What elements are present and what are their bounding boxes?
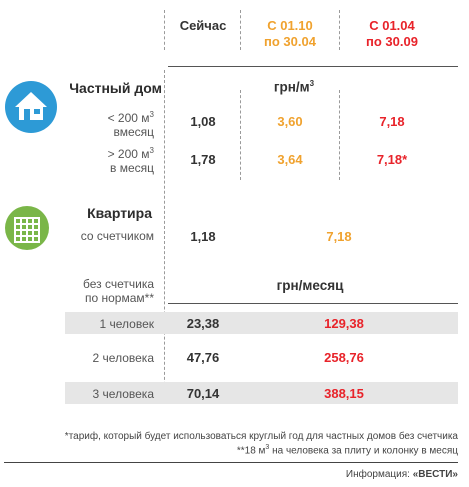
nometer-row3-band: [65, 382, 458, 404]
nometer-row2-future: 258,76: [324, 350, 364, 365]
house-icon: [4, 80, 58, 134]
column-divider-3: [339, 10, 340, 50]
header-col-period1: С 01.10 по 30.04: [244, 18, 336, 50]
nometer-label-line1: без счетчика: [82, 277, 154, 291]
nometer-row1-label: 1 человек: [99, 317, 154, 331]
nometer-row1-band: [65, 312, 458, 334]
house-row2-now: 1,78: [190, 152, 216, 167]
nometer-row3-now: 70,14: [186, 386, 220, 401]
footnote-2: **18 м3 на человека за плиту и колонку в…: [4, 444, 458, 456]
flat-now: 1,18: [190, 229, 216, 244]
nometer-rule: [168, 303, 458, 304]
nometer-row1-now: 23,38: [186, 316, 220, 331]
house-row1-period1: 3,60: [277, 114, 303, 129]
footnote-2-sup: 3: [265, 444, 270, 451]
nometer-label: без счетчика по нормам**: [54, 277, 154, 305]
house-section-title: Частный дом: [69, 80, 162, 96]
nometer-row1-future: 129,38: [324, 316, 364, 331]
header-rule: [168, 66, 458, 67]
house-row1-label-sup: 3: [149, 110, 154, 119]
header-col-period2-line1: С 01.04: [369, 18, 415, 33]
apartment-building-icon: [4, 205, 50, 251]
header-col-period2-line2: по 30.09: [366, 34, 418, 49]
house-row2-label-line1: > 200 м: [107, 147, 150, 161]
house-row1-now: 1,08: [190, 114, 216, 129]
house-row1-period2: 7,18: [379, 114, 405, 129]
house-row1-label: < 200 м3 вмесяц: [64, 108, 154, 139]
house-row2-label-line2: в месяц: [109, 161, 154, 175]
house-row1-label-line2: вмесяц: [113, 125, 154, 139]
nometer-row2-label: 2 человека: [92, 351, 154, 365]
header-col-now: Сейчас: [179, 18, 227, 33]
header-col-period2: С 01.04 по 30.09: [342, 18, 442, 50]
column-divider-2: [240, 90, 241, 180]
house-row2-period1: 3,64: [277, 152, 303, 167]
house-row1-label-line1: < 200 м: [107, 111, 150, 125]
house-unit-text: грн/м: [273, 79, 310, 95]
column-divider-2: [240, 10, 241, 50]
column-divider-1: [164, 10, 165, 50]
flat-row-label: со счетчиком: [80, 229, 154, 243]
source-credit: Информация: «ВЕСТИ»: [4, 469, 458, 480]
header-col-period1-line1: С 01.10: [267, 18, 313, 33]
house-unit: грн/м3: [244, 79, 344, 95]
column-divider-1: [164, 70, 165, 400]
house-row2-label: > 200 м3 в месяц: [64, 144, 154, 175]
footnote-1: *тариф, который будет использоваться кру…: [64, 431, 458, 442]
nometer-row3-label: 3 человека: [92, 387, 154, 401]
header-col-period1-line2: по 30.04: [264, 34, 316, 49]
footer-rule: [4, 462, 458, 463]
flat-future: 7,18: [326, 229, 352, 244]
footnote-2-post: на человека за плиту и колонку в месяц: [269, 445, 458, 457]
nometer-row2-now: 47,76: [186, 350, 220, 365]
nometer-label-line2: по нормам**: [85, 291, 154, 305]
nometer-row3-future: 388,15: [324, 386, 364, 401]
footnote-2-pre: **18 м: [236, 445, 266, 457]
source-credit-brand: «ВЕСТИ»: [412, 469, 458, 480]
column-divider-3: [339, 90, 340, 180]
house-row2-period2: 7,18*: [376, 152, 408, 167]
nometer-unit: грн/месяц: [276, 278, 344, 293]
house-unit-sup: 3: [309, 79, 315, 88]
house-row2-label-sup: 3: [149, 146, 154, 155]
flat-section-title: Квартира: [87, 205, 152, 221]
source-credit-prefix: Информация:: [345, 469, 413, 480]
